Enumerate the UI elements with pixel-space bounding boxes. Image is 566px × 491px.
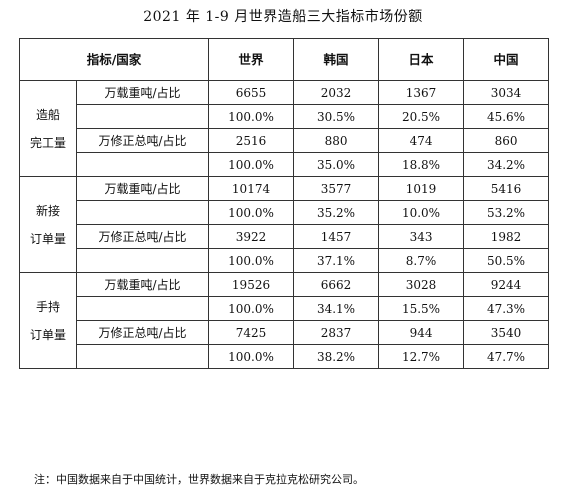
table-row: 100.0% 38.2% 12.7% 47.7% (20, 344, 550, 369)
value-japan: 1367 (378, 80, 465, 105)
share-china: 34.2% (463, 152, 550, 177)
metric-label: 万修正总吨/占比 (75, 320, 210, 345)
value-china: 1982 (463, 224, 550, 249)
share-china: 45.6% (463, 104, 550, 129)
table-row: 造船 完工量 万载重吨/占比 6655 2032 1367 3034 (19, 80, 550, 177)
share-korea: 38.2% (293, 344, 380, 369)
value-korea: 2837 (293, 320, 380, 345)
share-world: 100.0% (208, 152, 295, 177)
value-korea: 2032 (293, 80, 380, 105)
share-china: 47.7% (463, 344, 550, 369)
table-row: 100.0% 37.1% 8.7% 50.5% (20, 248, 550, 273)
group-label-line1: 造船 (35, 107, 60, 122)
table-row: 新接 订单量 万载重吨/占比 10174 3577 1019 5416 (19, 176, 550, 273)
value-korea: 1457 (293, 224, 380, 249)
header-row: 指标/国家 世界 韩国 日本 中国 (18, 38, 550, 81)
group-label-line1: 新接 (35, 203, 60, 218)
share-china: 50.5% (463, 248, 550, 273)
metric-label-continued (75, 200, 210, 225)
group-label-line2: 完工量 (29, 135, 66, 150)
group-completions: 造船 完工量 (19, 80, 77, 177)
share-japan: 12.7% (378, 344, 465, 369)
metric-label-continued (75, 104, 210, 129)
value-korea: 3577 (293, 176, 380, 201)
value-china: 9244 (463, 272, 550, 297)
share-world: 100.0% (208, 248, 295, 273)
value-china: 3034 (463, 80, 550, 105)
metric-label-continued (75, 248, 210, 273)
group-new-orders: 新接 订单量 (19, 176, 77, 273)
value-korea: 880 (293, 128, 380, 153)
value-japan: 343 (378, 224, 465, 249)
share-japan: 18.8% (378, 152, 465, 177)
share-korea: 34.1% (293, 296, 380, 321)
share-korea: 30.5% (293, 104, 380, 129)
share-world: 100.0% (208, 296, 295, 321)
share-world: 100.0% (208, 200, 295, 225)
value-china: 3540 (463, 320, 550, 345)
metric-label: 万修正总吨/占比 (75, 224, 210, 249)
table-row: 万修正总吨/占比 7425 2837 944 3540 (20, 320, 550, 345)
group-label-line1: 手持 (35, 299, 60, 314)
metric-label-continued (75, 344, 210, 369)
share-japan: 8.7% (378, 248, 465, 273)
header-indicator: 指标/国家 (18, 38, 210, 81)
header-china: 中国 (463, 38, 550, 81)
value-japan: 1019 (378, 176, 465, 201)
footnote: 注：中国数据来自于中国统计，世界数据来自于克拉克松研究公司。 (34, 473, 364, 486)
value-korea: 6662 (293, 272, 380, 297)
share-china: 53.2% (463, 200, 550, 225)
value-world: 3922 (208, 224, 295, 249)
group-label-line2: 订单量 (29, 327, 66, 342)
table-row: 100.0% 30.5% 20.5% 45.6% (20, 104, 550, 129)
market-share-table: 指标/国家 世界 韩国 日本 中国 造船 完工量 万载重吨/占比 6655 20… (18, 38, 550, 369)
share-japan: 20.5% (378, 104, 465, 129)
table-row: 100.0% 34.1% 15.5% 47.3% (20, 296, 550, 321)
share-korea: 37.1% (293, 248, 380, 273)
value-china: 5416 (463, 176, 550, 201)
header-japan: 日本 (378, 38, 465, 81)
metric-label: 万修正总吨/占比 (75, 128, 210, 153)
value-world: 19526 (208, 272, 295, 297)
share-japan: 10.0% (378, 200, 465, 225)
value-china: 860 (463, 128, 550, 153)
table-row: 万修正总吨/占比 3922 1457 343 1982 (20, 224, 550, 249)
table-title: 2021 年 1-9 月世界造船三大指标市场份额 (143, 9, 423, 25)
metric-label-continued (75, 152, 210, 177)
share-japan: 15.5% (378, 296, 465, 321)
metric-label: 万载重吨/占比 (75, 272, 210, 297)
header-korea: 韩国 (293, 38, 380, 81)
metric-label: 万载重吨/占比 (75, 176, 210, 201)
value-world: 2516 (208, 128, 295, 153)
share-world: 100.0% (208, 104, 295, 129)
share-china: 47.3% (463, 296, 550, 321)
metric-label-continued (75, 296, 210, 321)
share-world: 100.0% (208, 344, 295, 369)
value-world: 10174 (208, 176, 295, 201)
group-label-line2: 订单量 (29, 231, 66, 246)
value-japan: 944 (378, 320, 465, 345)
value-world: 6655 (208, 80, 295, 105)
table-row: 100.0% 35.0% 18.8% 34.2% (20, 152, 550, 177)
table-row: 100.0% 35.2% 10.0% 53.2% (20, 200, 550, 225)
share-korea: 35.0% (293, 152, 380, 177)
value-japan: 3028 (378, 272, 465, 297)
value-world: 7425 (208, 320, 295, 345)
group-orderbook: 手持 订单量 (19, 272, 77, 369)
value-japan: 474 (378, 128, 465, 153)
share-korea: 35.2% (293, 200, 380, 225)
header-world: 世界 (208, 38, 295, 81)
metric-label: 万载重吨/占比 (75, 80, 210, 105)
table-row: 手持 订单量 万载重吨/占比 19526 6662 3028 9244 (19, 272, 550, 369)
table-row: 万修正总吨/占比 2516 880 474 860 (20, 128, 550, 153)
